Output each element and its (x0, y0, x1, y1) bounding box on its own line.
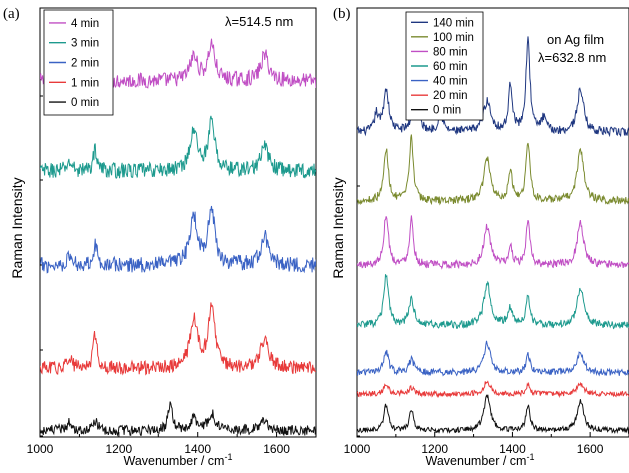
panel-b-spectrum-0-min (357, 394, 629, 435)
panel-a-spectrum-1-min (40, 302, 316, 376)
panel-b-x-tick-label: 1400 (499, 442, 526, 456)
panel-b-spectrum-40-min (357, 340, 629, 377)
panel-b-spectrum-60-min (357, 274, 629, 330)
panel-b-spectrum-140-min (357, 36, 629, 138)
panel-b-frame (356, 7, 629, 438)
panel-b-x-axis-label: Wavenumber / cm-1 (426, 452, 535, 468)
panel-b-legend: 140 min 100 min 80 min 60 min 40 min 20 min 0 … (405, 11, 484, 121)
panel-a-x-tick-label: 1400 (184, 442, 211, 456)
legend-entry-label: 20 min (433, 90, 468, 102)
panel-a-spectrum-0-min (40, 401, 316, 437)
panel-b-substrate-annotation: on Ag film (547, 32, 604, 47)
panel-b-wavelength-annotation: λ=632.8 nm (538, 50, 606, 65)
panel-b: (b) on Ag film λ=632.8 nm Raman Intensit… (330, 6, 629, 468)
panel-a-x-tick-label: 1000 (27, 442, 54, 456)
panel-b-x-tick-label: 1200 (421, 442, 448, 456)
legend-entry-label: 0 min (433, 105, 461, 117)
panel-a-frame (39, 7, 317, 438)
panel-a-spectrum-3-min (40, 115, 316, 179)
panel-b-spectrum-20-min (357, 380, 629, 399)
panel-b-spectrum-100-min (357, 134, 629, 206)
panel-a-x-tick-label: 1600 (263, 442, 290, 456)
panel-a-spectrum-2-min (40, 205, 316, 274)
legend-entry-label: 2 min (71, 58, 99, 70)
panel-a-y-axis-label: Raman Intensity (9, 177, 25, 278)
legend-entry-label: 4 min (71, 18, 99, 30)
panel-a-x-axis-label: Wavenumber / cm-1 (124, 452, 233, 468)
panel-b-x-axis-label-text: Wavenumber / cm (426, 454, 527, 468)
panel-b-letter: (b) (333, 6, 351, 22)
panel-a-wavelength-annotation: λ=514.5 nm (225, 14, 293, 29)
superscript-minus-one: -1 (526, 452, 534, 462)
panel-b-x-tick-label: 1000 (344, 442, 371, 456)
legend-entry-label: 140 min (433, 17, 474, 29)
panel-a-x-axis-label-text: Wavenumber / cm (124, 454, 225, 468)
panel-b-x-tick-label: 1600 (577, 442, 604, 456)
legend-entry-label: 60 min (433, 61, 468, 73)
panel-b-spectrum-80-min (357, 215, 629, 270)
panel-a-letter: (a) (3, 6, 20, 22)
panel-b-y-axis-label: Raman Intensity (330, 177, 346, 278)
superscript-minus-one: -1 (224, 452, 232, 462)
panel-a-plot-area: 1000 1200 1400 1600 4 min 3 min 2 min 1 min 0 mi… (27, 7, 317, 456)
panel-a-x-tick-label: 1200 (106, 442, 133, 456)
legend-entry-label: 100 min (433, 32, 474, 44)
panel-a: (a) λ=514.5 nm Raman Intensity Wavenumbe… (3, 6, 317, 468)
legend-entry-label: 1 min (71, 77, 99, 89)
panel-b-plot-area: 1000 1200 1400 1600 140 min 100 min 80 min 60 m… (344, 7, 629, 456)
legend-entry-label: 0 min (71, 97, 99, 109)
legend-entry-label: 3 min (71, 38, 99, 50)
legend-entry-label: 80 min (433, 46, 468, 58)
panel-a-legend: 4 min 3 min 2 min 1 min 0 min (43, 9, 114, 116)
legend-entry-label: 40 min (433, 76, 468, 88)
